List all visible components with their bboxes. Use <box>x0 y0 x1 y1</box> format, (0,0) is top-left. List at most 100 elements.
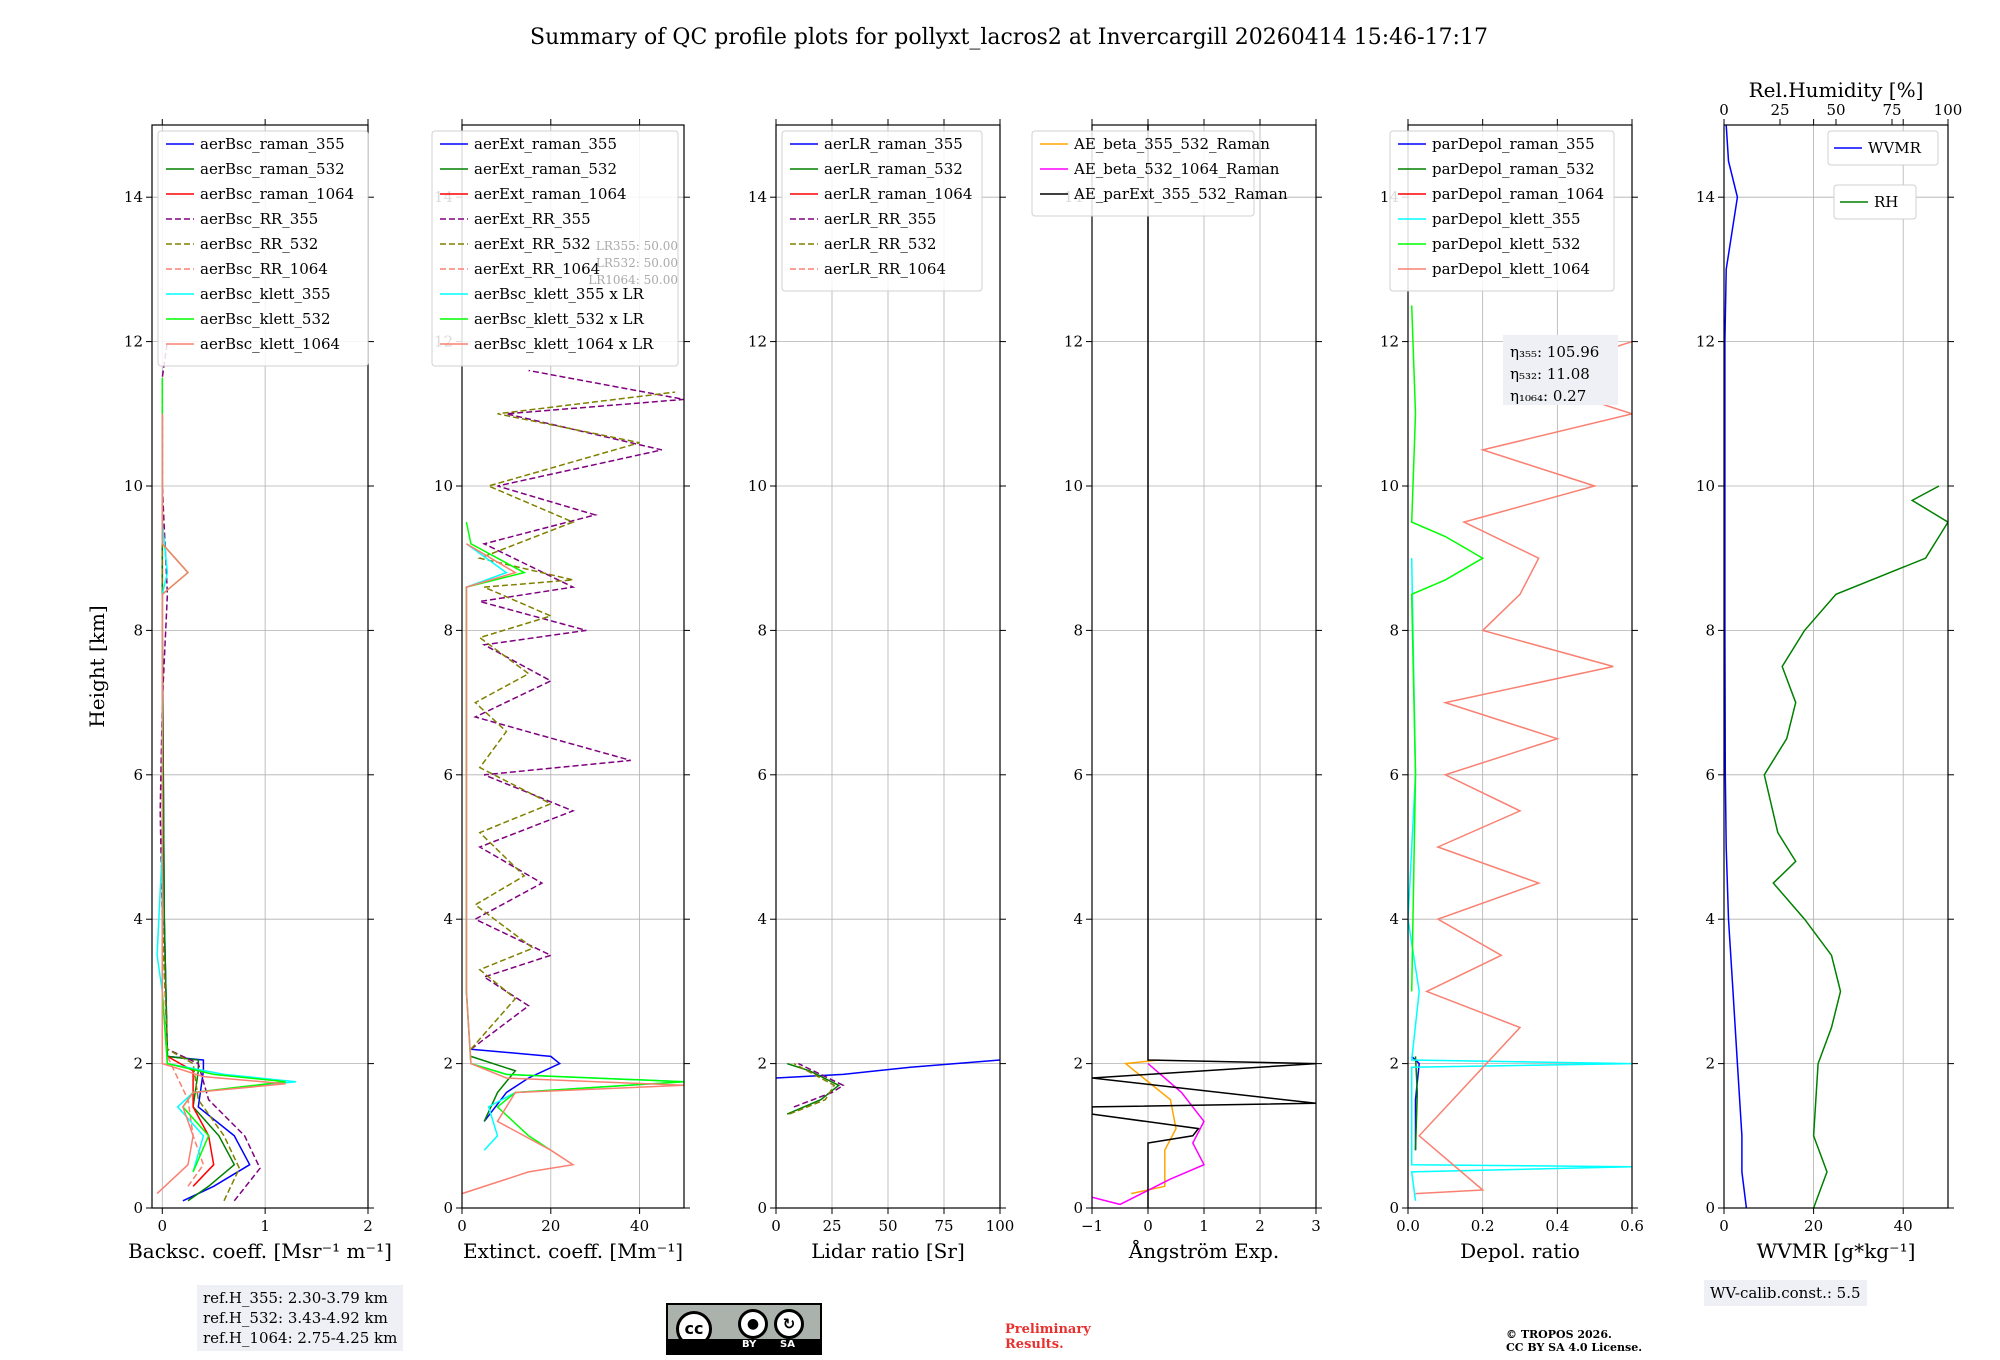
y-tick-label: 12 <box>124 333 143 351</box>
series-aerBsc_RR_355 <box>159 341 261 1202</box>
y-tick-label: 10 <box>748 477 767 495</box>
legend-label: aerBsc_RR_532 <box>200 235 318 253</box>
y-tick-label: 6 <box>757 766 767 784</box>
legend-label-rh: RH <box>1874 193 1898 211</box>
eta-label: η₃₅₅: 105.96 <box>1510 343 1599 361</box>
legend-box <box>157 130 369 367</box>
legend-label: parDepol_raman_355 <box>1432 135 1595 153</box>
y-tick-label: 12 <box>1064 333 1083 351</box>
y-tick-label: 6 <box>1389 766 1399 784</box>
x-tick-label: 100 <box>986 1217 1015 1235</box>
cc-by-label: BY <box>742 1339 757 1350</box>
top-x-tick-label: 75 <box>1882 101 1901 119</box>
x-tick-label: 0 <box>457 1217 467 1235</box>
series-WVMR <box>1724 125 1748 1208</box>
figure-title: Summary of QC profile plots for pollyxt_… <box>530 25 1488 50</box>
copyright-line-1: © TROPOS 2026. <box>1506 1328 1612 1341</box>
x-tick-label: 0.4 <box>1545 1217 1569 1235</box>
x-axis-label: Ångström Exp. <box>1128 1238 1279 1263</box>
y-tick-label: 4 <box>133 910 143 928</box>
series-aerLR_RR_355 <box>793 1062 845 1108</box>
legend-box <box>1031 130 1255 217</box>
x-tick-label: 1 <box>1199 1217 1209 1235</box>
x-tick-label: 75 <box>934 1217 953 1235</box>
series-group <box>1408 305 1632 1201</box>
series-group <box>462 369 684 1195</box>
attribution-icon: ● <box>738 1309 768 1339</box>
x-tick-label: 0 <box>1719 1217 1729 1235</box>
x-axis-label: WVMR [g*kg⁻¹] <box>1757 1239 1916 1263</box>
legend-box <box>1389 130 1615 292</box>
legend-label: AE_parExt_355_532_Raman <box>1073 185 1288 203</box>
x-tick-label: 20 <box>1804 1217 1823 1235</box>
legend: aerLR_raman_355 aerLR_raman_532 aerLR_rama… <box>781 130 983 292</box>
y-tick-label: 0 <box>1073 1199 1083 1217</box>
series-group <box>1724 125 1948 1208</box>
ref-h-1064: ref.H_1064: 2.75-4.25 km <box>203 1329 398 1347</box>
series-group <box>1092 125 1316 1208</box>
panel-extinction: 0246810121402040Extinct. coeff. [Mm⁻¹]ae… <box>431 119 690 1263</box>
legend: AE_beta_355_532_Raman AE_beta_532_1064_Ra… <box>1031 130 1288 217</box>
x-tick-label: 2 <box>1255 1217 1265 1235</box>
series-aerBsc_klett_1064 x LR <box>462 543 684 1195</box>
legend-label: aerBsc_klett_355 x LR <box>474 285 645 303</box>
y-tick-label: 0 <box>443 1199 453 1217</box>
legend-label: parDepol_klett_1064 <box>1432 260 1590 278</box>
y-tick-label: 2 <box>757 1055 767 1073</box>
ref-h-355: ref.H_355: 2.30-3.79 km <box>203 1289 388 1307</box>
legend-box <box>781 130 983 292</box>
series-AE_parExt_355_532_Raman <box>1092 125 1316 1208</box>
series-AE_beta_532_1064_Raman <box>1092 1063 1206 1206</box>
copyright-note: © TROPOS 2026. CC BY SA 4.0 License. <box>1506 1328 1642 1354</box>
copyright-line-2: CC BY SA 4.0 License. <box>1506 1341 1643 1354</box>
legend-label: aerBsc_klett_532 <box>200 310 331 328</box>
legend-label: aerExt_RR_1064 <box>474 260 600 278</box>
legend-label: aerBsc_raman_1064 <box>200 185 354 203</box>
legend-label: aerLR_raman_355 <box>824 135 963 153</box>
series-aerExt_RR_355 <box>470 369 684 1050</box>
y-tick-label: 8 <box>1705 621 1715 639</box>
y-tick-label: 2 <box>1705 1055 1715 1073</box>
eta-label: η₁₀₆₄: 0.27 <box>1510 387 1586 405</box>
x-axis-label: Backsc. coeff. [Msr⁻¹ m⁻¹] <box>128 1239 392 1263</box>
x-tick-label: 0 <box>158 1217 168 1235</box>
top-x-tick-label: 25 <box>1770 101 1789 119</box>
y-tick-label: 10 <box>124 477 143 495</box>
y-tick-label: 8 <box>443 621 453 639</box>
legend-box-rh <box>1833 184 1917 220</box>
legend-label: aerBsc_raman_532 <box>200 160 345 178</box>
x-axis-label: Lidar ratio [Sr] <box>811 1239 965 1263</box>
y-tick-label: 12 <box>1696 333 1715 351</box>
y-tick-label: 10 <box>1696 477 1715 495</box>
legend-label: aerExt_raman_1064 <box>474 185 627 203</box>
legend-box <box>431 130 679 367</box>
x-tick-label: −1 <box>1081 1217 1103 1235</box>
y-tick-label: 4 <box>757 910 767 928</box>
x-tick-label: 1 <box>260 1217 270 1235</box>
series-aerBsc_RR_532 <box>161 413 241 1202</box>
x-tick-label: 0 <box>1143 1217 1153 1235</box>
share-alike-icon: ↻ <box>774 1309 804 1339</box>
x-axis-label: Extinct. coeff. [Mm⁻¹] <box>463 1239 683 1263</box>
x-tick-label: 25 <box>822 1217 841 1235</box>
y-tick-label: 14 <box>124 188 143 206</box>
y-tick-label: 8 <box>1073 621 1083 639</box>
series-aerBsc_klett_1064 <box>156 413 286 1195</box>
series-aerLR_RR_532 <box>789 1062 836 1115</box>
series-group <box>156 341 297 1202</box>
axes-frame <box>1407 124 1633 1209</box>
series-aerExt_raman_355 <box>470 1048 562 1122</box>
legend-label: aerLR_RR_355 <box>824 210 936 228</box>
legend-label: aerBsc_klett_1064 x LR <box>474 335 654 353</box>
eta-label: η₅₃₂: 11.08 <box>1510 365 1590 383</box>
y-tick-label: 2 <box>133 1055 143 1073</box>
top-x-tick-label: 0 <box>1719 101 1729 119</box>
legend-label-wvmr: WVMR <box>1868 139 1922 157</box>
x-tick-label: 0.0 <box>1396 1217 1420 1235</box>
series-aerBsc_klett_355 x LR <box>465 543 684 1151</box>
series-aerBsc_raman_532 <box>161 413 236 1202</box>
legend-label: aerExt_raman_532 <box>474 160 617 178</box>
wv-calib-const: WV-calib.const.: 5.5 <box>1710 1284 1861 1302</box>
